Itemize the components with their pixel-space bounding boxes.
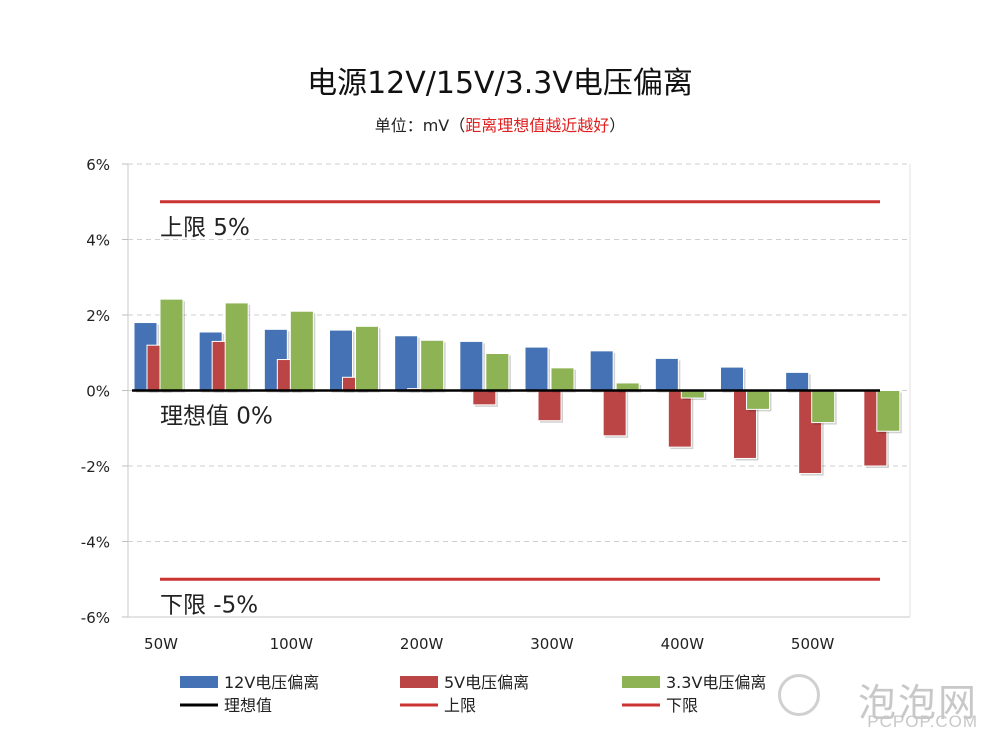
legend-swatch [622, 676, 660, 688]
x-tick-label: 50W [144, 635, 178, 653]
x-tick-label: 100W [270, 635, 314, 653]
bar [355, 325, 379, 392]
bar [289, 310, 314, 392]
y-tick-label: 2% [86, 307, 110, 325]
legend-label: 理想值 [224, 696, 272, 715]
bar [159, 298, 184, 391]
bar [876, 390, 901, 432]
watermark: 泡泡网 PCPOP.COM [778, 672, 978, 736]
bar [720, 366, 744, 392]
bar [537, 390, 562, 422]
annotation-label: 上限 5% [160, 215, 250, 241]
bar [485, 353, 510, 392]
legend-swatch [180, 676, 218, 688]
bar [602, 390, 627, 437]
bar [472, 390, 497, 406]
bar [224, 302, 249, 392]
bar [420, 339, 445, 392]
y-tick-label: -6% [81, 609, 110, 627]
bar [785, 371, 810, 392]
bar [550, 367, 575, 392]
bar [589, 350, 614, 391]
y-tick-label: 6% [86, 156, 110, 174]
legend-label: 上限 [444, 696, 476, 715]
bar [811, 390, 836, 424]
y-tick-label: 0% [86, 383, 110, 401]
watermark-cn: 泡泡网 [857, 681, 978, 725]
legend-label: 下限 [666, 696, 698, 715]
x-tick-label: 400W [661, 635, 705, 653]
legend-label: 5V电压偏离 [444, 673, 529, 692]
subtitle-suffix: ） [609, 116, 626, 135]
subtitle-note: 距离理想值越近越好 [465, 116, 610, 135]
legend-label: 12V电压偏离 [224, 673, 319, 692]
annotation-label: 理想值 0% [160, 404, 273, 430]
y-tick-label: 4% [86, 232, 110, 250]
annotation-label: 下限 -5% [160, 592, 258, 618]
chart-title: 电源12V/15V/3.3V电压偏离 [307, 66, 693, 101]
bar [394, 335, 419, 392]
legend-swatch [400, 676, 438, 688]
y-tick-label: -4% [81, 534, 110, 552]
watermark-en: PCPOP.COM [867, 712, 978, 731]
bar [746, 390, 770, 410]
bar [524, 346, 549, 391]
x-tick-label: 500W [791, 635, 835, 653]
bar [459, 340, 484, 391]
x-tick-label: 200W [400, 635, 444, 653]
subtitle-prefix: 单位：mV（ [374, 116, 466, 135]
bar [654, 357, 679, 392]
watermark-logo-icon [778, 674, 820, 716]
legend-label: 3.3V电压偏离 [666, 673, 766, 692]
chart-subtitle: 单位：mV（距离理想值越近越好） [0, 112, 1000, 136]
y-tick-label: -2% [81, 458, 110, 476]
x-tick-label: 300W [530, 635, 574, 653]
